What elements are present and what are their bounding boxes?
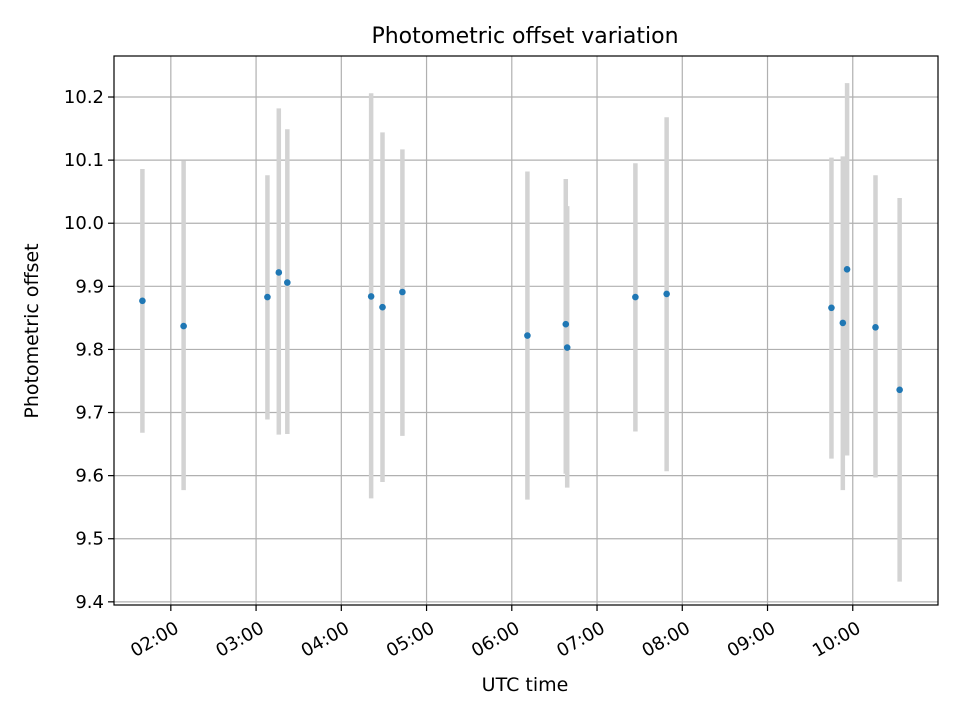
data-point (896, 386, 903, 394)
data-point (843, 265, 851, 273)
data-point (399, 288, 406, 296)
data-point (828, 304, 835, 312)
data-point (367, 293, 375, 300)
x-tick-label: 09:00 (724, 618, 779, 662)
data-point (872, 324, 879, 331)
data-point (264, 293, 271, 301)
y-tick-label: 9.6 (75, 466, 104, 487)
y-tick-label: 9.8 (75, 339, 104, 360)
y-tick-label: 9.7 (75, 403, 104, 424)
y-tick-label: 9.4 (75, 592, 104, 613)
y-axis-label: Photometric offset (21, 243, 43, 418)
y-tick-label: 10.0 (64, 213, 104, 234)
plot-frame (113, 55, 939, 606)
data-point (139, 297, 146, 305)
x-tick-label: 10:00 (809, 618, 864, 662)
data-point (563, 344, 571, 351)
data-points (139, 265, 903, 394)
data-point (180, 322, 187, 330)
y-tick-label: 10.1 (64, 150, 104, 171)
data-point (663, 290, 670, 298)
y-tick-label: 9.9 (75, 276, 104, 297)
data-point (839, 319, 847, 327)
x-tick-label: 08:00 (639, 618, 694, 662)
y-tick-label: 10.2 (64, 87, 104, 108)
x-tick-label: 07:00 (553, 618, 608, 662)
data-point (524, 332, 531, 339)
x-tick-label: 05:00 (383, 618, 438, 662)
x-tick-label: 06:00 (468, 618, 523, 662)
x-tick-label: 02:00 (127, 618, 182, 662)
x-axis-label: UTC time (482, 674, 569, 696)
data-point (632, 293, 639, 301)
chart-title: Photometric offset variation (371, 24, 678, 49)
data-point (284, 279, 291, 286)
y-tick-label: 9.5 (75, 529, 104, 550)
data-point (562, 320, 570, 328)
data-point (275, 269, 283, 276)
x-tick-label: 04:00 (298, 618, 353, 662)
data-point (379, 303, 386, 311)
x-tick-label: 03:00 (212, 618, 267, 662)
